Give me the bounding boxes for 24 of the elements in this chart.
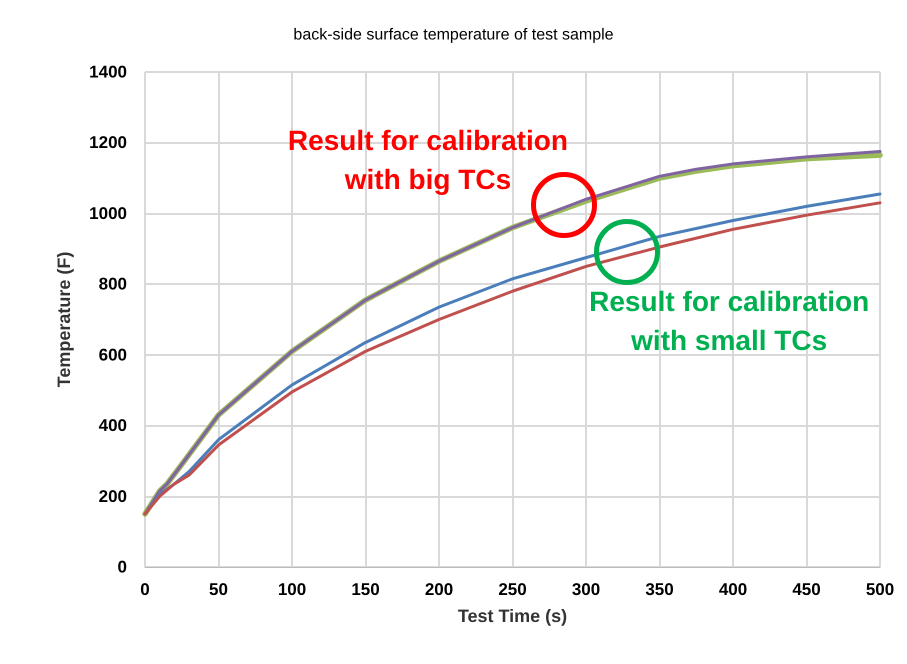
x-tick-label: 100 — [278, 580, 306, 599]
x-tick-label: 350 — [645, 580, 674, 599]
x-tick-label: 0 — [140, 580, 150, 599]
y-tick-label: 1000 — [89, 204, 127, 223]
x-tick-label: 400 — [718, 580, 748, 599]
x-tick-label: 500 — [866, 580, 894, 599]
y-axis-title: Temperature (F) — [54, 252, 74, 388]
x-axis-title: Test Time (s) — [458, 606, 568, 626]
x-tick-label: 50 — [209, 580, 228, 599]
y-tick-label: 400 — [98, 416, 127, 436]
y-tick-label: 200 — [98, 486, 127, 506]
x-tick-label: 250 — [498, 580, 527, 599]
y-tick-label: 600 — [98, 345, 127, 364]
y-tick-label: 1200 — [89, 133, 127, 152]
y-tick-label: 800 — [98, 274, 127, 294]
annotation: Result for calibration with small TCs — [589, 286, 870, 356]
x-tick-label: 300 — [572, 580, 600, 599]
chart-title: back-side surface temperature of test sample — [293, 26, 614, 44]
annotation: Result for calibration with big TCs — [288, 124, 568, 195]
y-tick-label: 0 — [118, 558, 127, 576]
x-tick-label: 200 — [424, 580, 454, 599]
x-tick-label: 150 — [351, 580, 380, 599]
y-tick-label: 1400 — [89, 62, 127, 82]
x-tick-label: 450 — [792, 580, 821, 599]
